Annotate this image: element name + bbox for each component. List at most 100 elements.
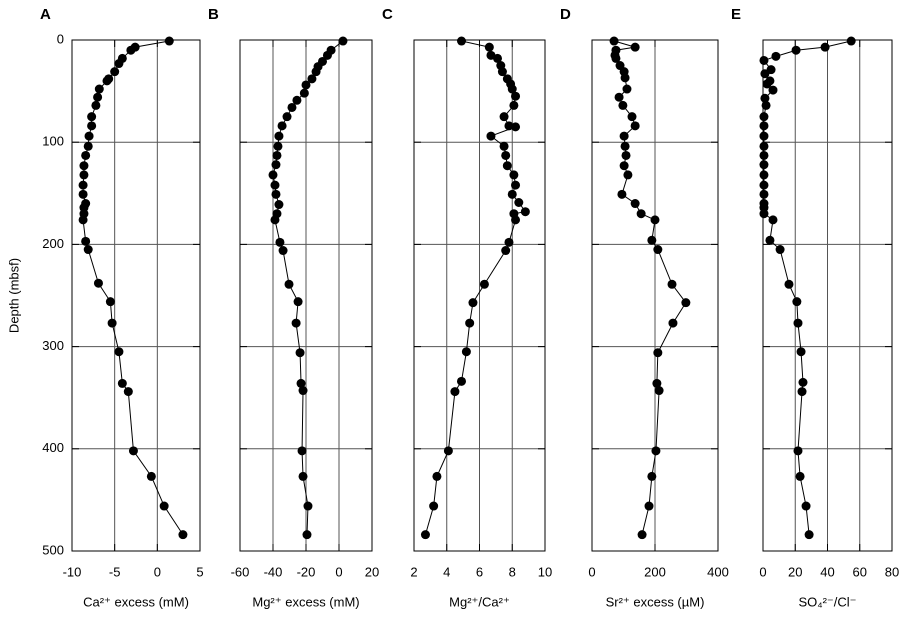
data-point — [296, 378, 306, 388]
data-point — [796, 347, 806, 357]
data-point — [295, 348, 305, 358]
data-point — [465, 318, 475, 328]
data-point — [94, 84, 104, 94]
data-point — [614, 92, 624, 102]
data-point — [622, 84, 632, 94]
data-point — [775, 245, 785, 255]
data-point — [620, 141, 630, 151]
x-tick-label: 0 — [759, 564, 766, 579]
data-point — [93, 278, 103, 288]
data-point — [79, 161, 89, 171]
data-point — [499, 112, 509, 122]
data-point — [270, 215, 280, 225]
data-point — [768, 85, 778, 95]
data-point — [630, 42, 640, 52]
data-point — [420, 530, 430, 540]
data-point — [461, 347, 471, 357]
data-point — [784, 279, 794, 289]
data-point — [274, 131, 284, 141]
data-point — [298, 386, 308, 396]
data-point — [793, 446, 803, 456]
x-axis-label: SO₄²⁻/Cl⁻ — [798, 594, 856, 609]
data-point — [443, 446, 453, 456]
data-point — [123, 387, 133, 397]
data-point — [275, 237, 285, 247]
data-point — [798, 377, 808, 387]
data-point — [759, 55, 769, 65]
data-point — [311, 67, 321, 77]
data-point — [793, 318, 803, 328]
data-point — [511, 122, 521, 132]
y-tick-label: 500 — [42, 542, 64, 557]
x-tick-label: 80 — [885, 564, 899, 579]
x-tick-label: 5 — [196, 564, 203, 579]
data-point — [620, 73, 630, 83]
data-point — [652, 378, 662, 388]
data-point — [297, 446, 307, 456]
data-point — [271, 189, 281, 199]
data-point — [651, 446, 661, 456]
data-point — [303, 501, 313, 511]
x-tick-label: 60 — [853, 564, 867, 579]
data-point — [759, 160, 769, 170]
data-point — [792, 297, 802, 307]
y-tick-label: 400 — [42, 440, 64, 455]
data-point — [83, 245, 93, 255]
data-point — [87, 112, 97, 122]
data-point — [619, 131, 629, 141]
plot-frame — [591, 39, 719, 552]
data-point — [322, 50, 332, 60]
data-point — [653, 245, 663, 255]
data-point — [268, 170, 278, 180]
data-point — [507, 84, 517, 94]
data-point — [795, 471, 805, 481]
plot-frame — [239, 39, 373, 552]
data-point — [429, 501, 439, 511]
data-point — [282, 112, 292, 122]
data-point — [292, 95, 302, 105]
data-point — [846, 36, 856, 46]
data-point — [293, 297, 303, 307]
data-point — [621, 150, 631, 160]
data-point — [630, 199, 640, 209]
data-point — [146, 471, 156, 481]
data-point — [79, 170, 89, 180]
data-point — [338, 36, 348, 46]
data-point — [501, 150, 511, 160]
data-point — [759, 170, 769, 180]
data-point — [761, 100, 771, 110]
panel-title: C — [382, 6, 393, 23]
data-point — [630, 121, 640, 131]
data-point — [81, 150, 91, 160]
data-point — [759, 141, 769, 151]
data-point — [759, 150, 769, 160]
data-point — [301, 80, 311, 90]
x-tick-label: -20 — [297, 564, 316, 579]
data-point — [759, 121, 769, 131]
data-point — [507, 189, 517, 199]
data-point — [299, 88, 309, 98]
data-point — [178, 530, 188, 540]
data-point — [497, 67, 507, 77]
data-point — [504, 237, 514, 247]
data-point — [456, 376, 466, 386]
data-point — [509, 100, 519, 110]
x-tick-label: 400 — [707, 564, 729, 579]
data-point — [759, 112, 769, 122]
x-tick-label: -10 — [63, 564, 82, 579]
data-point — [91, 100, 101, 110]
data-point — [501, 246, 511, 256]
x-tick-label: 4 — [443, 564, 450, 579]
data-point — [650, 215, 660, 225]
data-point — [617, 189, 627, 199]
x-tick-label: 8 — [509, 564, 516, 579]
data-point — [270, 180, 280, 190]
x-axis-label: Mg²⁺/Ca²⁺ — [449, 594, 510, 609]
x-tick-label: 20 — [365, 564, 379, 579]
data-point — [307, 74, 317, 84]
plot-frame — [413, 39, 546, 552]
x-tick-label: 6 — [476, 564, 483, 579]
data-point — [801, 501, 811, 511]
